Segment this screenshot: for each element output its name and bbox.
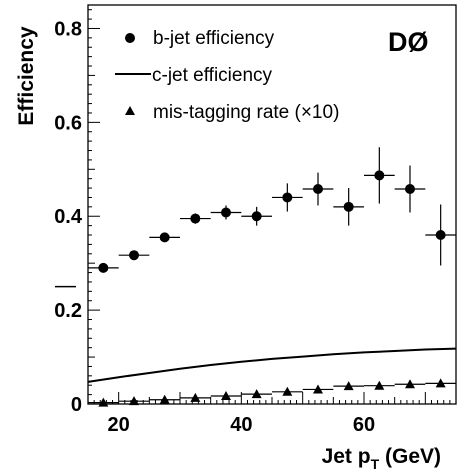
b-jet-point bbox=[129, 250, 139, 261]
y-axis-title: Efficiency bbox=[15, 26, 38, 126]
x-axis-title: Jet pT (GeV) bbox=[322, 445, 441, 470]
mis-tagging-point bbox=[221, 391, 231, 401]
b-jet-point bbox=[374, 170, 385, 181]
legend-triangle-marker bbox=[125, 106, 135, 115]
legend-label: c-jet efficiency bbox=[152, 65, 273, 86]
mis-tagging-point bbox=[435, 378, 446, 388]
y-tick-label: 0.6 bbox=[54, 112, 82, 134]
y-tick-label: 0.8 bbox=[54, 18, 82, 40]
c-jet-efficiency-series bbox=[87, 347, 457, 383]
b-jet-point bbox=[435, 230, 446, 241]
b-jet-point bbox=[282, 192, 293, 203]
b-jet-point bbox=[159, 232, 170, 243]
b-jet-point bbox=[313, 184, 323, 195]
mis-tagging-point bbox=[282, 386, 293, 396]
mis-tagging-point bbox=[159, 394, 170, 404]
b-jet-point bbox=[98, 262, 109, 273]
mis-tagging-point bbox=[251, 389, 262, 399]
c-jet-efficiency-line bbox=[87, 347, 457, 383]
axis-ticks: 20 40 60 0 0.2 0.4 0.6 0.8 bbox=[54, 9, 457, 436]
mis-tagging-series bbox=[88, 378, 456, 407]
b-jet-point bbox=[221, 207, 231, 218]
legend-label: b-jet efficiency bbox=[153, 28, 275, 49]
y-tick-label: 0.2 bbox=[54, 300, 82, 322]
mis-tagging-point bbox=[374, 380, 385, 390]
mis-tagging-point bbox=[405, 379, 415, 389]
mis-tagging-point bbox=[313, 384, 323, 394]
y-tick-label: 0.4 bbox=[54, 206, 83, 228]
legend: b-jet efficiency c-jet efficiency mis-tagg… bbox=[115, 28, 339, 123]
b-jet-efficiency-series bbox=[88, 147, 456, 273]
x-tick-label: 60 bbox=[353, 414, 375, 436]
x-tick-label: 20 bbox=[108, 414, 130, 436]
mis-tagging-point bbox=[190, 392, 201, 402]
y-tick-label: 0 bbox=[71, 394, 82, 416]
x-axis-title-subscript: T bbox=[371, 456, 380, 470]
mis-tagging-point bbox=[343, 381, 354, 391]
mis-tagging-point bbox=[129, 396, 139, 406]
legend-circle-marker bbox=[125, 33, 135, 43]
b-jet-point bbox=[405, 184, 415, 195]
experiment-label: DØ bbox=[388, 27, 429, 57]
x-tick-label: 40 bbox=[230, 414, 252, 436]
b-jet-point bbox=[251, 211, 262, 222]
legend-label: mis-tagging rate (×10) bbox=[153, 102, 339, 123]
b-jet-point bbox=[190, 213, 201, 224]
b-jet-point bbox=[343, 201, 354, 212]
mis-tagging-point bbox=[98, 397, 109, 407]
x-axis-title-units: (GeV) bbox=[379, 445, 441, 468]
x-axis-title-main: Jet p bbox=[322, 445, 371, 468]
